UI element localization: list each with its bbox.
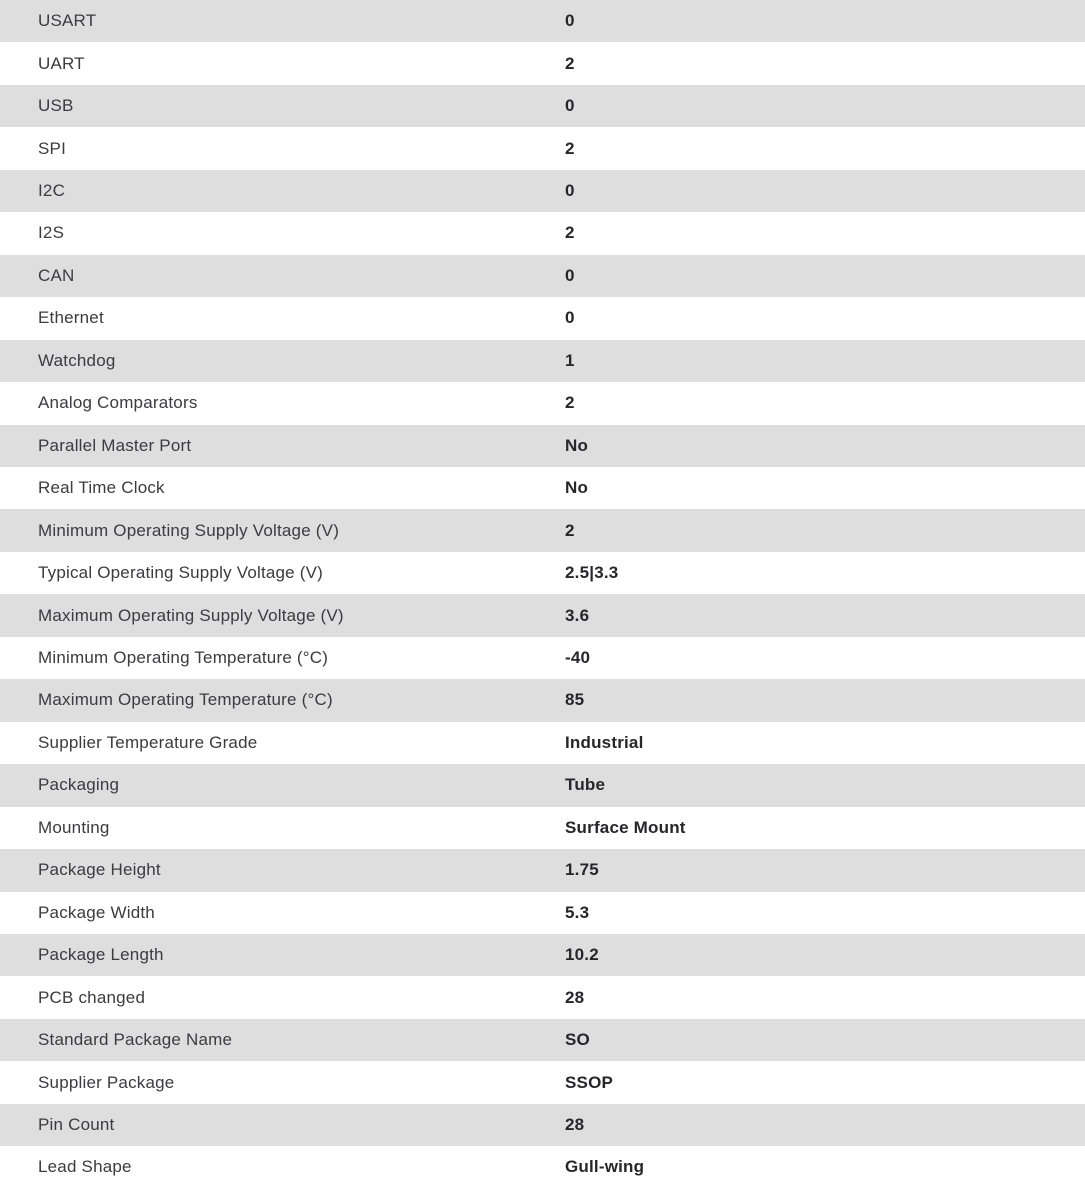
spec-value: 5.3 [565,902,590,922]
spec-value: Industrial [565,732,644,752]
spec-row-package-width: Package Width 5.3 [0,891,1085,934]
spec-row-usart: USART 0 [0,0,1085,43]
spec-label: SPI [38,138,67,158]
spec-value: -40 [565,648,591,668]
spec-value: 85 [565,690,585,710]
spec-label: Supplier Package [38,1072,175,1092]
spec-value: 0 [565,265,575,285]
spec-row-watchdog: Watchdog 1 [0,339,1085,383]
spec-row-lead-shape: Lead Shape Gull-wing [0,1146,1085,1189]
spec-label: Lead Shape [38,1157,132,1177]
spec-label: I2S [38,223,65,243]
spec-label: Pin Count [38,1115,115,1134]
spec-row-ethernet: Ethernet 0 [0,297,1085,340]
spec-value: 3.6 [565,605,590,625]
spec-label: Packaging [38,775,120,795]
spec-value: 28 [565,1115,585,1134]
spec-label: Package Height [38,860,161,880]
spec-value: 2.5|3.3 [565,563,619,583]
spec-label: Watchdog [38,350,116,370]
spec-row-i2s: I2S 2 [0,212,1085,255]
spec-value: SSOP [565,1072,614,1092]
spec-label: USART [38,11,97,31]
spec-label: Real Time Clock [38,478,165,498]
spec-value: 1.75 [565,860,599,880]
spec-row-supplier-package: Supplier Package SSOP [0,1061,1085,1104]
spec-row-usb: USB 0 [0,84,1085,128]
spec-value: 2 [565,520,575,540]
spec-value: 0 [565,11,575,31]
spec-row-parallel-master-port: Parallel Master Port No [0,424,1085,467]
spec-label: Minimum Operating Supply Voltage (V) [38,520,340,540]
spec-label: Analog Comparators [38,393,198,413]
spec-label: Supplier Temperature Grade [38,732,258,752]
spec-label: Maximum Operating Supply Voltage (V) [38,605,344,625]
spec-row-pcb-changed: PCB changed 28 [0,976,1085,1019]
spec-value: 10.2 [565,945,599,965]
spec-label: USB [38,96,74,116]
spec-label: Parallel Master Port [38,435,192,455]
spec-row-can: CAN 0 [0,254,1085,298]
spec-value: 28 [565,987,585,1007]
spec-value: 0 [565,308,575,328]
spec-label: Package Length [38,945,164,965]
spec-row-uart: UART 2 [0,42,1085,85]
spec-row-supplier-temperature-grade: Supplier Temperature Grade Industrial [0,721,1085,765]
spec-row-max-operating-temperature: Maximum Operating Temperature (°C) 85 [0,679,1085,722]
spec-label: Maximum Operating Temperature (°C) [38,690,333,710]
spec-row-pin-count: Pin Count 28 [0,1103,1085,1147]
spec-value: SO [565,1030,590,1050]
spec-value: 0 [565,181,575,201]
spec-value: No [565,435,589,455]
spec-value: 2 [565,138,575,158]
spec-row-package-length: Package Length 10.2 [0,933,1085,977]
spec-row-mounting: Mounting Surface Mount [0,806,1085,850]
spec-row-analog-comparators: Analog Comparators 2 [0,382,1085,425]
spec-row-min-operating-temperature: Minimum Operating Temperature (°C) -40 [0,636,1085,680]
spec-row-package-height: Package Height 1.75 [0,849,1085,892]
spec-label: Package Width [38,902,155,922]
spec-row-max-operating-supply-voltage: Maximum Operating Supply Voltage (V) 3.6 [0,594,1085,637]
spec-label: Mounting [38,817,110,837]
spec-row-typ-operating-supply-voltage: Typical Operating Supply Voltage (V) 2.5… [0,551,1085,595]
spec-row-min-operating-supply-voltage: Minimum Operating Supply Voltage (V) 2 [0,509,1085,552]
spec-label: Ethernet [38,308,104,328]
spec-value: 0 [565,96,575,116]
spec-value: 2 [565,393,575,413]
spec-label: CAN [38,265,75,285]
spec-label: UART [38,53,85,73]
spec-label: Typical Operating Supply Voltage (V) [38,563,324,583]
spec-label: I2C [38,181,66,201]
spec-value: 1 [565,350,575,370]
spec-label: Minimum Operating Temperature (°C) [38,648,329,668]
spec-label: PCB changed [38,987,146,1007]
spec-row-i2c: I2C 0 [0,169,1085,213]
spec-value: Surface Mount [565,817,686,837]
spec-value: 2 [565,223,575,243]
spec-row-packaging: Packaging Tube [0,764,1085,807]
spec-label: Standard Package Name [38,1030,233,1050]
spec-row-spi: SPI 2 [0,127,1085,170]
spec-value: 2 [565,53,575,73]
spec-row-standard-package-name: Standard Package Name SO [0,1018,1085,1062]
spec-row-real-time-clock: Real Time Clock No [0,466,1085,510]
spec-value: No [565,478,589,498]
spec-value: Gull-wing [565,1157,645,1177]
spec-value: Tube [565,775,606,795]
